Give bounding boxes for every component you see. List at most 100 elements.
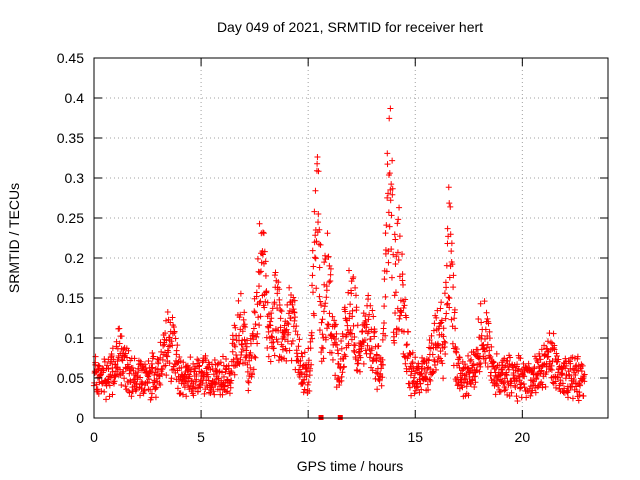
data-point — [122, 383, 129, 390]
data-point — [208, 361, 215, 368]
data-point — [365, 292, 372, 299]
data-point — [267, 358, 274, 365]
data-point — [451, 306, 458, 313]
data-point — [398, 309, 405, 316]
data-point — [301, 386, 308, 393]
data-point — [350, 274, 357, 281]
data-point — [577, 382, 584, 389]
data-point — [381, 319, 388, 326]
data-point — [249, 370, 256, 377]
data-point — [468, 381, 475, 388]
data-point — [570, 376, 577, 383]
data-point — [277, 315, 284, 322]
data-point — [241, 336, 248, 343]
data-point — [187, 354, 194, 361]
data-point — [567, 383, 574, 390]
data-point — [228, 377, 235, 384]
data-point — [259, 229, 266, 236]
data-point — [418, 386, 425, 393]
data-point — [263, 288, 270, 295]
data-point — [326, 310, 333, 317]
data-point — [466, 369, 473, 376]
data-point — [352, 284, 359, 291]
data-point — [486, 347, 493, 354]
data-point — [137, 392, 144, 399]
data-point — [264, 299, 271, 306]
data-point — [441, 338, 448, 345]
data-point — [395, 256, 402, 263]
data-point — [391, 292, 398, 299]
data-point — [291, 297, 298, 304]
data-point — [183, 393, 190, 400]
data-point — [127, 378, 134, 385]
data-point — [578, 368, 585, 375]
data-point — [347, 301, 354, 308]
data-point — [162, 330, 169, 337]
data-point — [335, 350, 342, 357]
data-point — [239, 345, 246, 352]
data-point — [581, 378, 588, 385]
data-point — [411, 374, 418, 381]
data-point — [113, 338, 120, 345]
data-point — [237, 290, 244, 297]
data-point — [541, 342, 548, 349]
y-tick-label: 0.45 — [57, 50, 84, 66]
data-point — [428, 332, 435, 339]
data-point — [316, 264, 323, 271]
data-point — [138, 378, 145, 385]
data-point — [444, 300, 451, 307]
data-point — [338, 345, 345, 352]
data-point — [357, 354, 364, 361]
data-point — [437, 348, 444, 355]
data-point — [283, 326, 290, 333]
data-point — [223, 388, 230, 395]
data-point — [324, 321, 331, 328]
data-point — [388, 181, 395, 188]
y-tick-label: 0.15 — [57, 290, 84, 306]
data-point — [384, 194, 391, 201]
data-point — [101, 388, 108, 395]
data-point — [389, 191, 396, 198]
data-point — [365, 316, 372, 323]
data-point — [567, 360, 574, 367]
data-point — [483, 344, 490, 351]
data-point — [309, 282, 316, 289]
data-point — [252, 354, 259, 361]
data-point — [290, 294, 297, 301]
data-point — [549, 379, 556, 386]
data-point — [451, 315, 458, 322]
data-point — [233, 352, 240, 359]
data-point — [229, 348, 236, 355]
data-point — [454, 374, 461, 381]
data-point — [141, 387, 148, 394]
data-point — [517, 355, 524, 362]
data-point — [505, 366, 512, 373]
data-point — [394, 220, 401, 227]
data-point — [95, 390, 102, 397]
data-point — [319, 331, 326, 338]
data-point — [265, 328, 272, 335]
data-point — [569, 395, 576, 402]
data-point — [310, 263, 317, 270]
data-point — [284, 301, 291, 308]
data-point — [291, 309, 298, 316]
x-tick-label: 10 — [300, 429, 316, 445]
data-point — [217, 359, 224, 366]
data-point — [242, 323, 249, 330]
data-point — [548, 366, 555, 373]
data-point — [481, 345, 488, 352]
data-point — [488, 377, 495, 384]
data-point — [327, 265, 334, 272]
data-point — [447, 231, 454, 238]
data-point — [170, 366, 177, 373]
data-point — [446, 200, 453, 207]
data-point — [446, 295, 453, 302]
data-point — [147, 386, 154, 393]
data-point — [115, 354, 122, 361]
data-point — [367, 350, 374, 357]
data-point — [159, 356, 166, 363]
data-point — [449, 340, 456, 347]
data-point — [207, 390, 214, 397]
data-point — [381, 303, 388, 310]
data-point — [242, 354, 249, 361]
